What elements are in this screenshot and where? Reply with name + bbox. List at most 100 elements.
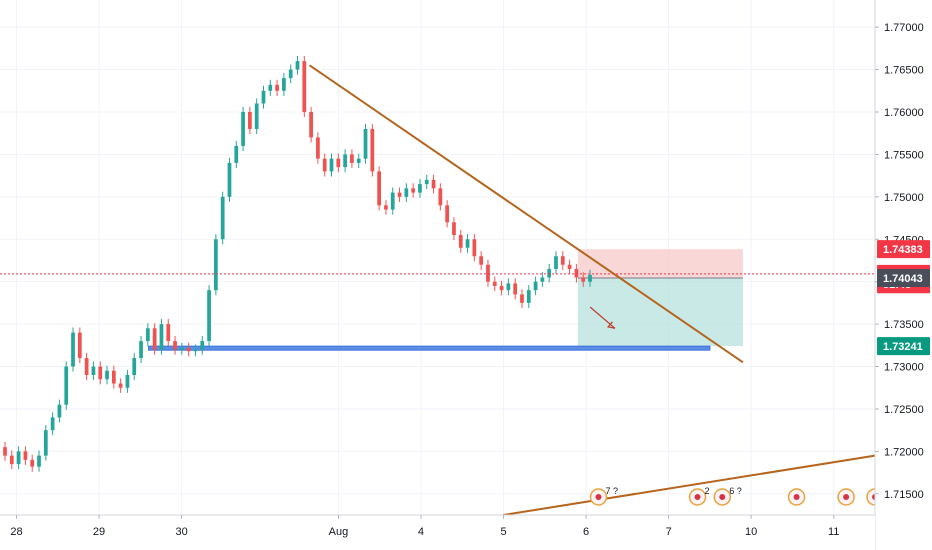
candle-body — [268, 84, 273, 91]
price-tick-label: 1.77000 — [884, 22, 924, 34]
candle-body — [57, 404, 62, 418]
candle — [145, 323, 150, 347]
flag-icon-center — [719, 494, 726, 500]
candle-body — [248, 111, 252, 129]
candle — [581, 272, 586, 287]
downtrend-line[interactable] — [308, 64, 744, 364]
candle-body — [336, 158, 341, 168]
candle — [125, 369, 130, 393]
event-marker[interactable]: 2 — [688, 486, 710, 506]
flag-icon-center — [843, 494, 850, 500]
candle-body — [193, 349, 198, 352]
candle — [118, 378, 123, 393]
candle-body — [547, 268, 552, 278]
candle — [282, 72, 286, 96]
candle-body — [37, 455, 41, 467]
candle-body — [254, 103, 259, 129]
candle — [363, 123, 368, 164]
candle-body — [418, 184, 422, 193]
candle-body — [9, 455, 14, 465]
candle — [377, 166, 381, 211]
candle-body — [329, 158, 334, 172]
price-badge-entry: 1.74043 — [877, 269, 930, 288]
candle-body — [3, 447, 7, 456]
price-badge-label: 1.73241 — [883, 341, 923, 353]
candle-body — [397, 192, 402, 197]
candle — [9, 450, 14, 470]
candle — [3, 442, 7, 461]
trendlines[interactable] — [0, 64, 876, 516]
event-marker[interactable] — [837, 488, 855, 506]
candle-body — [220, 196, 225, 240]
candle-body — [64, 366, 69, 405]
candle — [193, 344, 198, 357]
flag-icon-center — [694, 494, 701, 500]
candle — [268, 79, 273, 96]
candle-body — [458, 235, 463, 248]
event-marker[interactable]: 6 ? — [713, 486, 742, 506]
candle — [179, 342, 184, 355]
candle-body — [370, 128, 375, 172]
candle-body — [132, 358, 137, 376]
stop-loss-zone[interactable] — [577, 249, 743, 279]
time-axis[interactable]: 28 29 30 Aug 4 5 6 7 10 11 — [0, 514, 875, 550]
price-tick-label: 1.73500 — [884, 319, 924, 331]
candle — [499, 280, 504, 296]
candle — [248, 106, 252, 135]
candle-body — [125, 375, 130, 388]
candle — [173, 335, 177, 355]
candle-body — [118, 383, 123, 388]
candle-body — [23, 451, 28, 460]
support-zone[interactable] — [148, 345, 711, 351]
candle-body — [479, 256, 484, 265]
candle-body — [186, 347, 191, 352]
economic-events[interactable]: 7 ?26 ?5 — [589, 486, 887, 506]
candle-body — [302, 61, 307, 112]
candle-body — [363, 128, 368, 159]
price-tick-label: 1.72000 — [884, 446, 924, 458]
candle-body — [91, 366, 96, 376]
candle — [166, 319, 171, 347]
price-tick-label: 1.75000 — [884, 192, 924, 204]
candle — [492, 276, 497, 292]
candle — [526, 285, 531, 308]
candle — [588, 269, 592, 287]
candle-body — [526, 290, 531, 303]
candle-body — [350, 154, 354, 163]
candle — [105, 365, 109, 385]
candle-body — [411, 188, 416, 193]
event-count: 6 ? — [729, 486, 742, 496]
candle — [438, 183, 443, 211]
candle-body — [139, 341, 143, 359]
price-tick-label: 1.72500 — [884, 404, 924, 416]
candle-body — [499, 285, 504, 291]
candle-body — [513, 283, 518, 295]
candle — [370, 123, 375, 177]
price-badge-label: 1.74383 — [883, 244, 923, 256]
candle — [513, 278, 518, 300]
take-profit-zone[interactable] — [577, 278, 743, 347]
candle — [458, 229, 463, 253]
candle — [227, 157, 232, 202]
arrow-head-icon — [607, 321, 616, 329]
support-rectangle[interactable] — [148, 345, 711, 351]
candle-body — [390, 192, 395, 210]
candle — [506, 278, 511, 296]
candle — [57, 399, 62, 423]
uptrend-line[interactable] — [503, 454, 876, 516]
candle — [418, 179, 422, 198]
event-marker[interactable]: 7 ? — [589, 486, 618, 506]
arrow-icon — [589, 306, 616, 329]
price-tick-label: 1.73000 — [884, 362, 924, 374]
candle-body — [166, 324, 171, 342]
event-marker[interactable] — [787, 488, 806, 506]
candle-body — [574, 268, 579, 278]
position-tool[interactable] — [577, 249, 743, 347]
candle-body — [465, 239, 470, 248]
time-tick-label: 11 — [828, 526, 839, 538]
candle — [424, 174, 429, 190]
candle — [411, 183, 416, 198]
candle — [547, 263, 552, 283]
candle-body — [30, 459, 35, 467]
